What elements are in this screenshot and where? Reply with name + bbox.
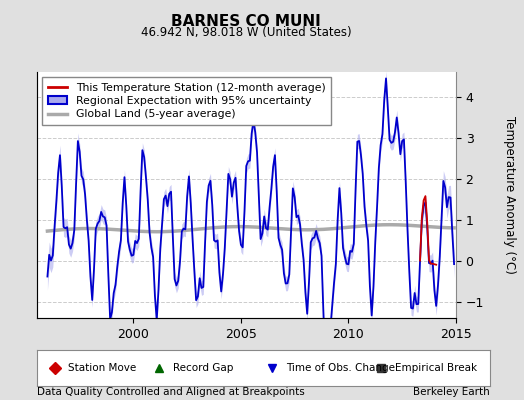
- Legend: This Temperature Station (12-month average), Regional Expectation with 95% uncer: This Temperature Station (12-month avera…: [42, 78, 331, 125]
- Text: Data Quality Controlled and Aligned at Breakpoints: Data Quality Controlled and Aligned at B…: [37, 387, 304, 397]
- Text: Time of Obs. Change: Time of Obs. Change: [286, 363, 395, 373]
- Text: Station Move: Station Move: [69, 363, 137, 373]
- Y-axis label: Temperature Anomaly (°C): Temperature Anomaly (°C): [504, 116, 517, 274]
- Text: Record Gap: Record Gap: [173, 363, 233, 373]
- Text: 46.942 N, 98.018 W (United States): 46.942 N, 98.018 W (United States): [141, 26, 352, 39]
- Text: Berkeley Earth: Berkeley Earth: [413, 387, 490, 397]
- Text: Empirical Break: Empirical Break: [395, 363, 477, 373]
- Text: BARNES CO MUNI: BARNES CO MUNI: [171, 14, 321, 29]
